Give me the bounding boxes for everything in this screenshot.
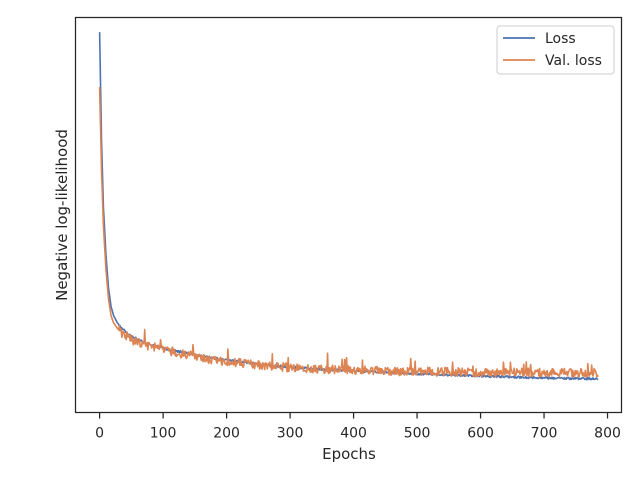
- x-axis: 0 100 200 300 400 500 600 700 800: [95, 412, 621, 442]
- x-tick-label: 100: [150, 426, 177, 442]
- x-tick-label: 400: [340, 426, 367, 442]
- x-tick-label: 800: [594, 426, 621, 442]
- legend: Loss Val. loss: [496, 25, 615, 75]
- series-line-val-loss: [98, 86, 599, 378]
- plot-frame: [74, 16, 623, 414]
- x-tick-label: 0: [95, 426, 104, 442]
- y-axis-label: Negative log-likelihood: [53, 129, 71, 301]
- x-tick-label: 600: [467, 426, 494, 442]
- x-axis-label: Epochs: [322, 445, 376, 463]
- series-line-loss: [98, 32, 599, 381]
- x-tick-label: 200: [213, 426, 240, 442]
- series-layer: [98, 32, 599, 381]
- x-tick-label: 700: [531, 426, 558, 442]
- legend-label-loss: Loss: [545, 31, 576, 47]
- legend-label-val-loss: Val. loss: [545, 53, 602, 69]
- x-tick-label: 300: [277, 426, 304, 442]
- x-tick-label: 500: [404, 426, 431, 442]
